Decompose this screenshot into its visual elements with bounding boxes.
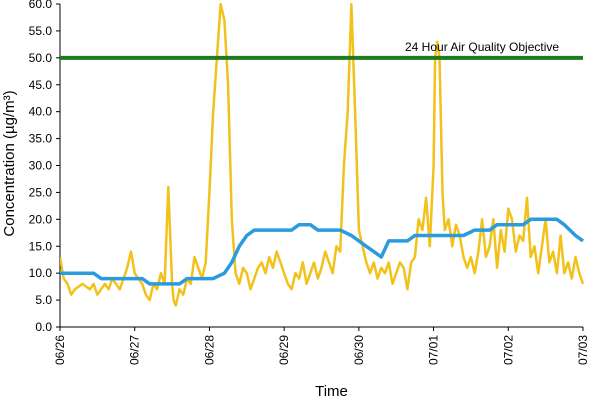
y-tick-label: 45.0 (29, 78, 53, 92)
x-tick-label: 06/28 (202, 335, 216, 365)
y-tick-label: 0.0 (35, 320, 52, 334)
y-axis-ticks: 0.0 5.0 10.0 15.0 20.0 25.0 30.0 35.0 40.0 45.0 50… (29, 0, 60, 334)
x-tick-label: 07/03 (576, 335, 590, 365)
y-tick-label: 25.0 (29, 185, 53, 199)
x-axis-title: Time (315, 383, 348, 400)
x-tick-label: 06/27 (128, 335, 142, 365)
y-tick-label: 15.0 (29, 239, 53, 253)
y-tick-label: 55.0 (29, 24, 53, 38)
series-layer (60, 2, 585, 307)
x-tick-label: 06/30 (352, 335, 366, 365)
y-tick-label: 5.0 (35, 293, 52, 307)
y-tick-label: 60.0 (29, 0, 53, 11)
rolling-average-line (60, 217, 585, 286)
x-tick-label: 07/01 (427, 335, 441, 365)
x-tick-label: 06/29 (277, 335, 291, 365)
y-tick-label: 20.0 (29, 212, 53, 226)
objective-label: 24 Hour Air Quality Objective (405, 40, 559, 54)
y-tick-label: 40.0 (29, 105, 53, 119)
x-tick-label: 06/26 (53, 335, 67, 365)
x-axis-ticks: 06/26 06/27 06/28 06/29 06/30 07/01 07/02 07/03 (53, 327, 590, 365)
y-tick-label: 10.0 (29, 266, 53, 280)
y-tick-label: 50.0 (29, 51, 53, 65)
hourly-concentration-line (60, 2, 585, 307)
y-tick-label: 35.0 (29, 132, 53, 146)
y-tick-label: 30.0 (29, 159, 53, 173)
x-tick-label: 07/02 (501, 335, 515, 365)
y-axis-title: Concentration (µg/m³) (1, 90, 18, 236)
